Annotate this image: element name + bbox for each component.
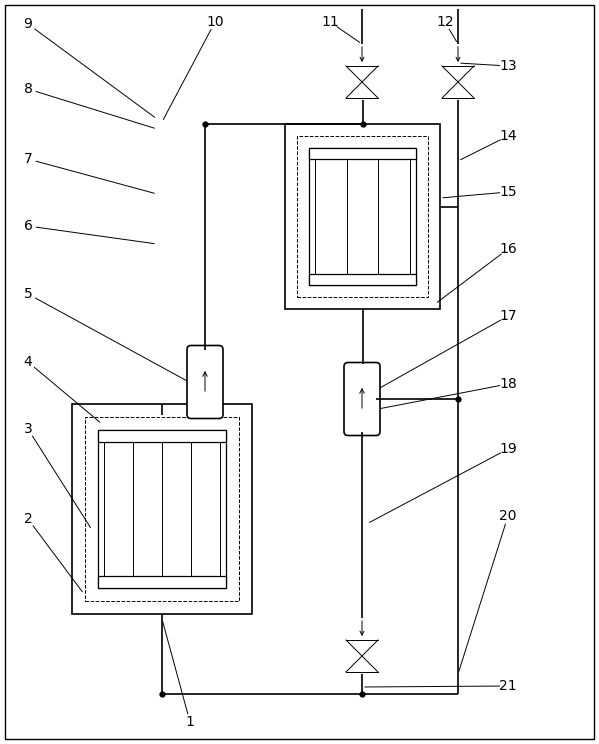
- Bar: [85, 417, 239, 601]
- Bar: [309, 148, 416, 159]
- FancyBboxPatch shape: [344, 362, 380, 435]
- Text: 1: 1: [186, 715, 195, 729]
- Bar: [297, 136, 428, 297]
- Text: 18: 18: [499, 377, 517, 391]
- Text: 9: 9: [23, 17, 32, 31]
- Text: 4: 4: [23, 355, 32, 369]
- Bar: [285, 124, 440, 309]
- Bar: [72, 404, 252, 614]
- Bar: [309, 274, 416, 285]
- Bar: [98, 430, 226, 442]
- Text: 19: 19: [499, 442, 517, 456]
- Text: 11: 11: [321, 15, 339, 29]
- Text: 21: 21: [499, 679, 517, 693]
- Bar: [309, 148, 416, 285]
- Text: 20: 20: [499, 509, 517, 523]
- Text: 17: 17: [499, 309, 517, 323]
- Text: 13: 13: [499, 59, 517, 73]
- Text: 16: 16: [499, 242, 517, 256]
- Text: 6: 6: [23, 219, 32, 233]
- Text: 12: 12: [436, 15, 454, 29]
- Bar: [98, 430, 226, 588]
- Bar: [98, 576, 226, 588]
- Text: 8: 8: [23, 82, 32, 96]
- Text: 3: 3: [23, 422, 32, 436]
- FancyBboxPatch shape: [187, 345, 223, 418]
- Text: 2: 2: [23, 512, 32, 526]
- Text: 15: 15: [499, 185, 517, 199]
- Text: 7: 7: [23, 152, 32, 166]
- Text: 5: 5: [23, 287, 32, 301]
- Text: 14: 14: [499, 129, 517, 143]
- Text: 10: 10: [206, 15, 224, 29]
